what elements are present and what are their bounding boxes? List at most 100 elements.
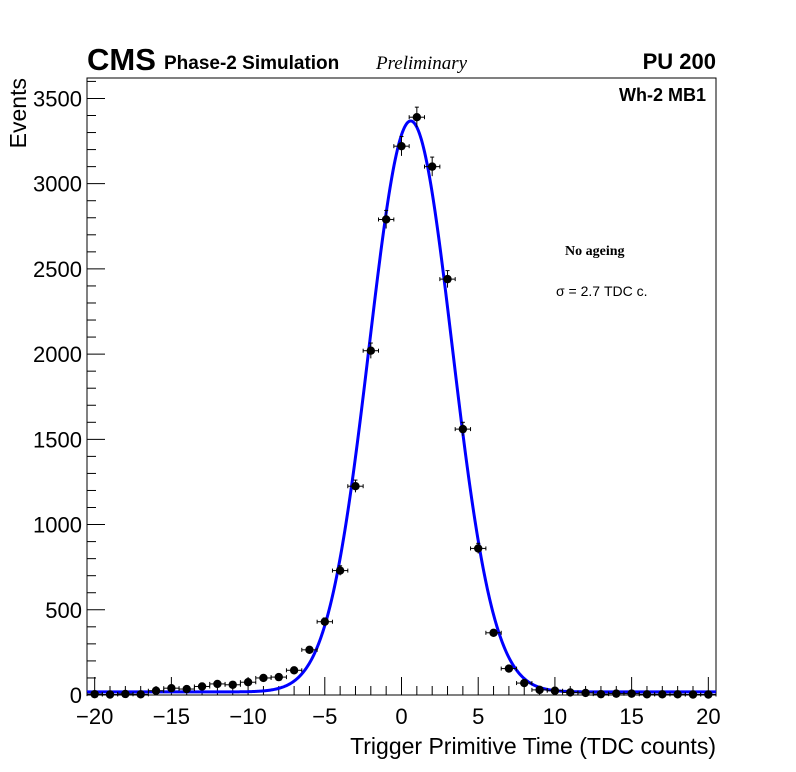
x-tick-label: 5 xyxy=(472,704,484,729)
data-point xyxy=(470,542,487,554)
data-marker xyxy=(167,683,176,693)
data-marker xyxy=(489,628,498,637)
data-marker xyxy=(213,679,222,689)
data-point xyxy=(654,690,671,699)
data-point xyxy=(454,421,472,436)
data-marker xyxy=(520,678,529,688)
data-marker xyxy=(228,680,237,689)
x-tick-label: −10 xyxy=(229,704,266,729)
y-tick-label: 1500 xyxy=(33,427,82,452)
data-point xyxy=(224,680,241,689)
data-marker xyxy=(642,690,652,699)
data-point xyxy=(132,690,149,699)
x-tick-label: −20 xyxy=(76,704,113,729)
data-marker xyxy=(243,678,253,687)
data-marker xyxy=(259,673,268,683)
y-tick-label: 0 xyxy=(70,683,82,708)
data-point xyxy=(500,664,518,673)
data-point xyxy=(331,565,349,576)
simulation-label: Phase-2 Simulation xyxy=(164,53,339,74)
data-marker xyxy=(274,672,283,682)
plot-frame xyxy=(86,77,717,696)
y-tick-label: 3000 xyxy=(33,172,82,197)
data-marker xyxy=(673,690,682,699)
y-tick-label: 2000 xyxy=(33,342,82,367)
data-marker xyxy=(550,686,560,695)
preliminary-label: Preliminary xyxy=(375,53,468,74)
data-marker xyxy=(397,141,406,151)
x-tick-label: 15 xyxy=(619,704,643,729)
x-tick-label: −15 xyxy=(153,704,190,729)
data-marker xyxy=(566,688,575,697)
data-marker xyxy=(427,162,437,171)
data-marker xyxy=(136,690,145,699)
data-point xyxy=(239,678,257,687)
data-marker xyxy=(581,688,590,698)
data-marker xyxy=(90,689,99,699)
data-point xyxy=(285,666,303,675)
data-marker xyxy=(596,689,606,699)
y-tick-label: 2500 xyxy=(33,257,82,282)
data-marker xyxy=(612,689,621,698)
data-marker xyxy=(121,689,130,699)
data-marker xyxy=(381,215,391,224)
data-point xyxy=(408,106,426,128)
data-marker xyxy=(688,690,698,699)
data-point xyxy=(393,135,410,156)
data-marker xyxy=(458,424,468,434)
data-marker xyxy=(535,685,544,695)
data-point xyxy=(485,628,502,637)
ageing-label: No ageing xyxy=(565,244,625,259)
data-point xyxy=(117,689,134,699)
fit-curve xyxy=(87,119,716,694)
y-tick-label: 1000 xyxy=(33,513,82,538)
data-point xyxy=(516,678,533,688)
data-marker xyxy=(704,690,713,699)
data-marker xyxy=(182,684,191,694)
data-point xyxy=(700,690,717,699)
data-marker xyxy=(366,346,376,355)
data-point xyxy=(377,209,395,229)
data-point xyxy=(638,690,656,699)
data-point xyxy=(439,270,456,288)
x-tick-label: 10 xyxy=(543,704,567,729)
data-point xyxy=(577,688,594,698)
data-marker xyxy=(351,482,360,491)
data-marker xyxy=(105,690,115,699)
data-marker xyxy=(412,113,422,122)
x-tick-label: −5 xyxy=(312,704,337,729)
data-point xyxy=(209,679,226,689)
data-marker xyxy=(335,566,345,575)
data-point xyxy=(101,690,119,699)
data-point xyxy=(301,645,318,655)
data-marker xyxy=(443,274,452,284)
data-marker xyxy=(197,682,207,691)
fit-curve-group xyxy=(87,119,716,694)
chamber-label: Wh-2 MB1 xyxy=(619,85,706,105)
data-points-group xyxy=(86,106,717,699)
data-point xyxy=(270,672,287,682)
x-tick-label: 0 xyxy=(395,704,407,729)
axes: −20 −15 −10 −5 0 5 10 15 20 0 500 1000 1500 2000 2500 3… xyxy=(33,80,721,729)
data-marker xyxy=(289,666,299,675)
data-point xyxy=(608,689,625,698)
data-marker xyxy=(320,617,329,626)
data-point xyxy=(347,479,364,493)
data-point xyxy=(147,686,165,695)
data-marker xyxy=(474,544,483,553)
data-marker xyxy=(504,664,514,673)
y-tick-label: 3500 xyxy=(33,86,82,111)
data-point xyxy=(424,156,441,177)
data-marker xyxy=(151,686,161,695)
cms-label: CMS xyxy=(87,42,156,77)
data-point xyxy=(316,617,333,626)
y-axis-title: Events xyxy=(5,78,31,148)
data-point xyxy=(546,686,564,695)
x-axis-title: Trigger Primitive Time (TDC counts) xyxy=(350,733,716,759)
sigma-label: σ = 2.7 TDC c. xyxy=(556,283,648,299)
pileup-label: PU 200 xyxy=(643,49,716,74)
data-point xyxy=(255,673,272,683)
data-point xyxy=(623,689,640,698)
data-point xyxy=(178,684,195,694)
